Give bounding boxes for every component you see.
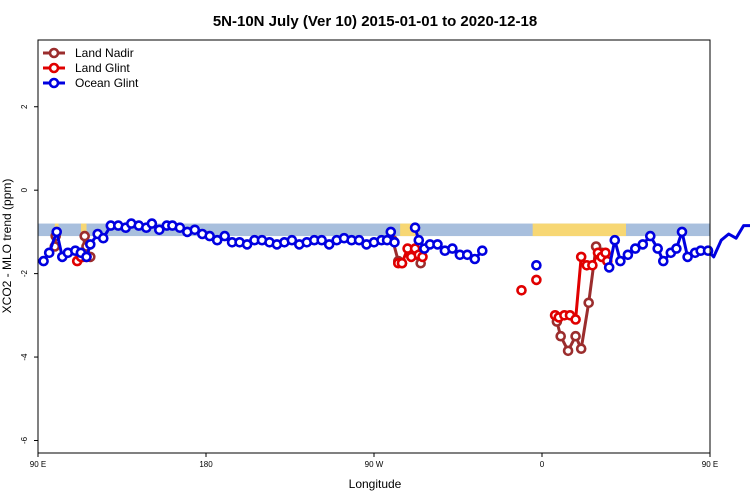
data-point [555,330,567,342]
y-axis-label: XCO2 - MLO trend (ppm) [0,179,14,314]
data-point [385,226,397,238]
x-axis-label: Longitude [349,477,402,491]
data-point [219,230,230,242]
data-point [531,259,542,271]
x-tick-label: 0 [540,460,545,469]
series-ocean-glint [38,218,750,273]
series-layer [38,218,750,357]
series-land-glint [71,243,613,325]
data-point [652,243,664,254]
data-point [389,237,400,248]
data-point [676,226,688,238]
data-point [413,234,425,246]
x-tick-label: 180 [199,460,213,469]
data-point [583,297,595,309]
legend-swatch-marker [48,62,60,74]
data-point [600,247,611,259]
data-point [409,222,421,233]
data-point [432,239,443,250]
legend-swatch-marker [48,77,60,89]
y-tick-label: 0 [20,187,29,192]
data-point [204,230,215,242]
x-tick-label: 90 E [702,460,718,469]
data-point [43,247,55,259]
data-point [461,249,473,261]
data-point [323,239,335,250]
data-point [316,234,328,246]
data-point [447,243,458,254]
data-point [702,245,714,256]
data-point [469,253,481,265]
legend-item-ocean-glint: Ocean Glint [43,76,139,90]
data-point [575,251,587,263]
data-point [575,343,587,355]
legend-item-land-nadir: Land Nadir [43,46,134,60]
data-point [603,262,615,273]
y-tick-label: -6 [20,436,29,444]
data-point [531,274,542,286]
data-point [622,249,634,261]
data-point [671,243,682,254]
data-point [587,259,598,271]
data-point [174,222,186,233]
data-point [286,234,298,246]
data-point [570,330,581,342]
data-point [417,251,428,263]
data-point [682,251,693,263]
chart-title: 5N-10N July (Ver 10) 2015-01-01 to 2020-… [213,13,537,30]
y-tick-label: -2 [20,270,29,278]
land-band [532,223,626,237]
data-point [353,234,365,246]
data-point [189,224,201,236]
data-point [38,255,49,267]
y-tick-label: -4 [20,353,29,361]
x-tick-label: 90 E [30,460,46,469]
data-point [570,314,581,325]
legend-label: Land Glint [75,61,130,75]
data-point [615,255,626,267]
data-point [516,284,527,296]
legend-label: Ocean Glint [75,76,139,90]
series-land-nadir [49,230,608,357]
data-point [51,226,63,238]
data-point [629,243,641,254]
legend-label: Land Nadir [75,46,134,60]
data-point [98,232,109,244]
series-line [554,251,609,321]
x-tick-label: 90 W [365,460,384,469]
legend-item-land-glint: Land Glint [43,61,130,75]
data-point [644,230,656,242]
land-band [80,223,87,237]
data-point [211,234,223,246]
data-point [609,234,621,246]
data-point [657,255,669,267]
data-point [81,251,92,263]
data-point [396,257,408,269]
data-point [562,345,574,357]
y-tick-label: 2 [20,104,29,109]
data-point [637,239,649,250]
legend-swatch-marker [48,47,60,59]
y-axis: 2 0 -2 -4 -6 [20,104,38,444]
data-point [146,218,158,229]
plot-area [38,218,750,357]
data-point [241,239,253,250]
data-point [476,245,488,256]
x-axis: 90 E 180 90 W 0 90 E [30,453,718,469]
data-point [79,230,90,242]
data-point [85,239,96,250]
data-point [154,224,165,236]
